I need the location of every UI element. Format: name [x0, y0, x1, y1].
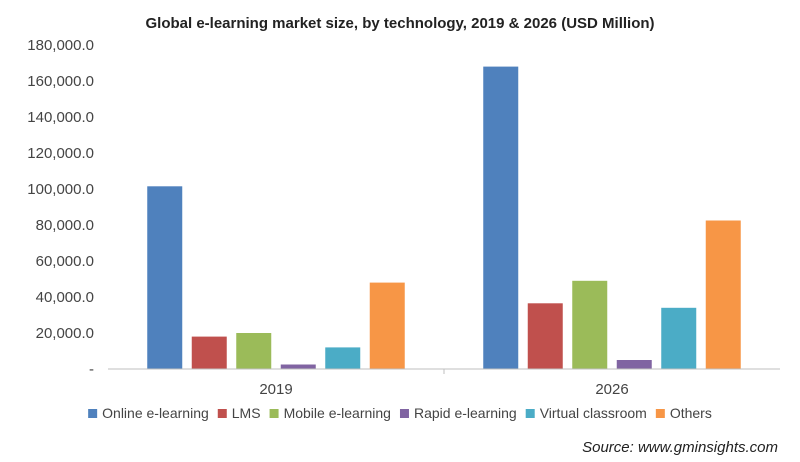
y-tick-label: 100,000.0: [27, 181, 94, 198]
legend-label-online-e-learning: Online e-learning: [102, 405, 209, 421]
legend-swatch-virtual-classroom: [525, 409, 535, 418]
legend-label-others: Others: [670, 405, 712, 421]
y-tick-label: 120,000.0: [27, 145, 94, 162]
legend-label-rapid-e-learning: Rapid e-learning: [414, 405, 517, 421]
y-tick-label: -: [89, 361, 94, 378]
x-category-label: 2019: [259, 381, 292, 398]
y-tick-label: 80,000.0: [36, 217, 94, 234]
legend-swatch-lms: [217, 409, 227, 418]
bar-others-2019: [369, 282, 405, 369]
bar-online-e-learning-2026: [483, 66, 519, 369]
source-note: Source: www.gminsights.com: [582, 439, 778, 456]
y-tick-label: 20,000.0: [36, 325, 94, 342]
bar-virtual-classroom-2019: [325, 347, 361, 369]
bar-rapid-e-learning-2026: [616, 360, 652, 369]
bar-virtual-classroom-2026: [661, 307, 697, 369]
bars-group: [147, 66, 741, 369]
bar-others-2026: [705, 220, 741, 369]
y-tick-label: 160,000.0: [27, 73, 94, 90]
legend-label-virtual-classroom: Virtual classroom: [540, 405, 647, 421]
bar-rapid-e-learning-2019: [280, 364, 316, 369]
legend-swatch-online-e-learning: [88, 409, 98, 418]
y-tick-label: 180,000.0: [27, 37, 94, 54]
legend-label-mobile-e-learning: Mobile e-learning: [284, 405, 391, 421]
legend-swatch-rapid-e-learning: [399, 409, 409, 418]
bar-online-e-learning-2019: [147, 186, 183, 369]
bar-lms-2026: [527, 303, 563, 369]
y-tick-label: 40,000.0: [36, 289, 94, 306]
y-axis-ticks: - 20,000.0 40,000.0 60,000.0 80,000.0 100,000…: [27, 37, 94, 378]
x-axis-ticks: 2019 2026: [259, 369, 629, 398]
bar-mobile-e-learning-2026: [572, 280, 608, 369]
legend: Online e-learning LMS Mobile e-learning Rap…: [88, 405, 712, 421]
legend-swatch-others: [655, 409, 665, 418]
bar-mobile-e-learning-2019: [236, 333, 272, 369]
chart-title: Global e-learning market size, by techno…: [145, 15, 654, 32]
x-category-label: 2026: [595, 381, 628, 398]
legend-label-lms: LMS: [232, 405, 261, 421]
y-tick-label: 140,000.0: [27, 109, 94, 126]
bar-lms-2019: [191, 336, 227, 369]
legend-swatch-mobile-e-learning: [269, 409, 279, 418]
y-tick-label: 60,000.0: [36, 253, 94, 270]
